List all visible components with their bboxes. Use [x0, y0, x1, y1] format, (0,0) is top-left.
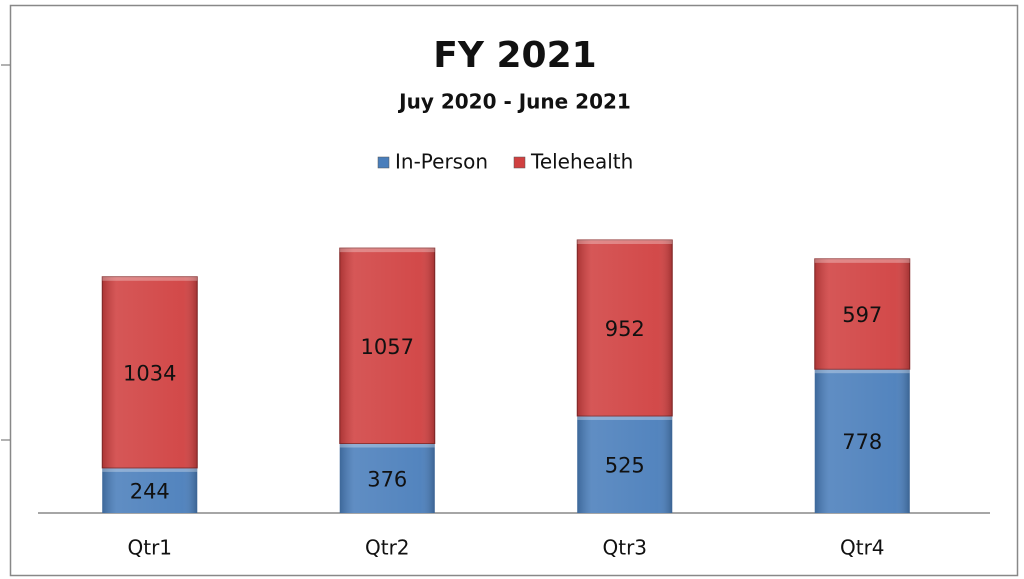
chart-subtitle: Juy 2020 - June 2021 [397, 90, 631, 114]
bar-shade [339, 248, 435, 444]
x-tick-label: Qtr1 [127, 536, 172, 560]
chart-title: FY 2021 [433, 35, 596, 76]
data-label: 952 [605, 317, 645, 341]
bar-shade [814, 369, 910, 513]
x-tick-label: Qtr4 [840, 536, 885, 560]
bar-top [814, 258, 910, 263]
data-label: 525 [605, 453, 645, 477]
bar-top [577, 415, 673, 420]
bar-shade [814, 258, 910, 370]
legend-swatch [377, 156, 390, 169]
bar-shade [102, 276, 198, 468]
data-label: 778 [842, 430, 882, 454]
bar-top [102, 467, 198, 472]
legend-label: Telehealth [530, 150, 633, 174]
bar-top [814, 369, 910, 374]
data-label: 597 [842, 303, 882, 327]
x-tick-label: Qtr3 [602, 536, 647, 560]
chart-border [9, 4, 1019, 577]
bar-top [577, 240, 673, 244]
data-label: 1034 [123, 361, 176, 385]
bar-shade [339, 443, 435, 513]
data-label: 244 [130, 479, 170, 503]
bar-top [102, 276, 198, 281]
bar-shade [577, 415, 673, 513]
bar-shade [102, 467, 198, 513]
bar-shade [577, 240, 673, 416]
bar-top [339, 248, 435, 253]
x-tick-label: Qtr2 [365, 536, 410, 560]
data-label: 1057 [361, 335, 414, 359]
legend-swatch [513, 156, 526, 169]
bar-top [339, 443, 435, 448]
data-label: 376 [367, 467, 407, 491]
legend-label: In-Person [395, 150, 488, 174]
